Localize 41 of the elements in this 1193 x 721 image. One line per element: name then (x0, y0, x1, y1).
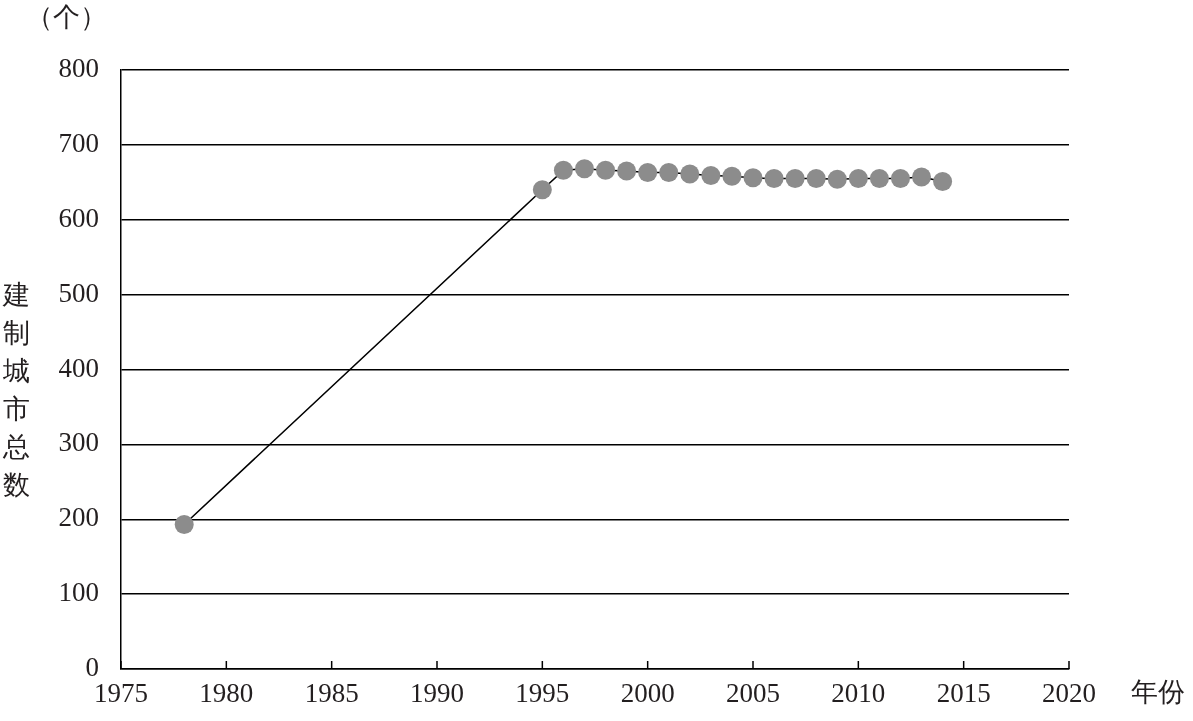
point (785, 169, 805, 189)
point (933, 172, 953, 192)
x-tick-label: 1995 (515, 678, 570, 709)
point (827, 169, 847, 189)
point (743, 168, 763, 188)
x-tick-label: 2005 (726, 678, 780, 709)
x-tick-label: 2010 (831, 678, 886, 709)
text: （个） (26, 2, 107, 32)
y-axis-title: 建制城市总数 (2, 278, 30, 502)
point (680, 164, 700, 184)
point (890, 169, 910, 189)
y-tick-label: 700 (58, 127, 99, 158)
y-tick-label: 200 (58, 502, 99, 533)
point (596, 160, 616, 180)
y-tick-label: 400 (58, 352, 99, 383)
point (869, 169, 889, 189)
point (659, 163, 679, 183)
point (638, 163, 658, 183)
x-axis-title: 年份 (1131, 677, 1185, 707)
point (764, 169, 784, 189)
point (701, 166, 721, 186)
point (617, 161, 637, 181)
point (553, 160, 573, 180)
point (574, 159, 594, 179)
x-tick-label: 1985 (304, 678, 359, 709)
y-tick-label: 100 (58, 577, 99, 608)
point (912, 167, 932, 187)
point (806, 169, 826, 189)
point (722, 166, 742, 186)
point (174, 514, 194, 534)
x-tick-label: 1980 (199, 678, 254, 709)
y-tick-label: 800 (58, 53, 99, 84)
y-tick-label: 500 (58, 277, 99, 308)
point (532, 180, 552, 200)
x-tick-label: 2020 (1042, 678, 1096, 709)
x-tick-label: 2015 (936, 678, 991, 709)
y-tick-label: 600 (58, 202, 99, 233)
y-tick-label: 300 (58, 427, 99, 458)
point (848, 169, 868, 189)
x-tick-label: 2000 (620, 678, 675, 709)
x-tick-label: 1990 (410, 678, 464, 709)
